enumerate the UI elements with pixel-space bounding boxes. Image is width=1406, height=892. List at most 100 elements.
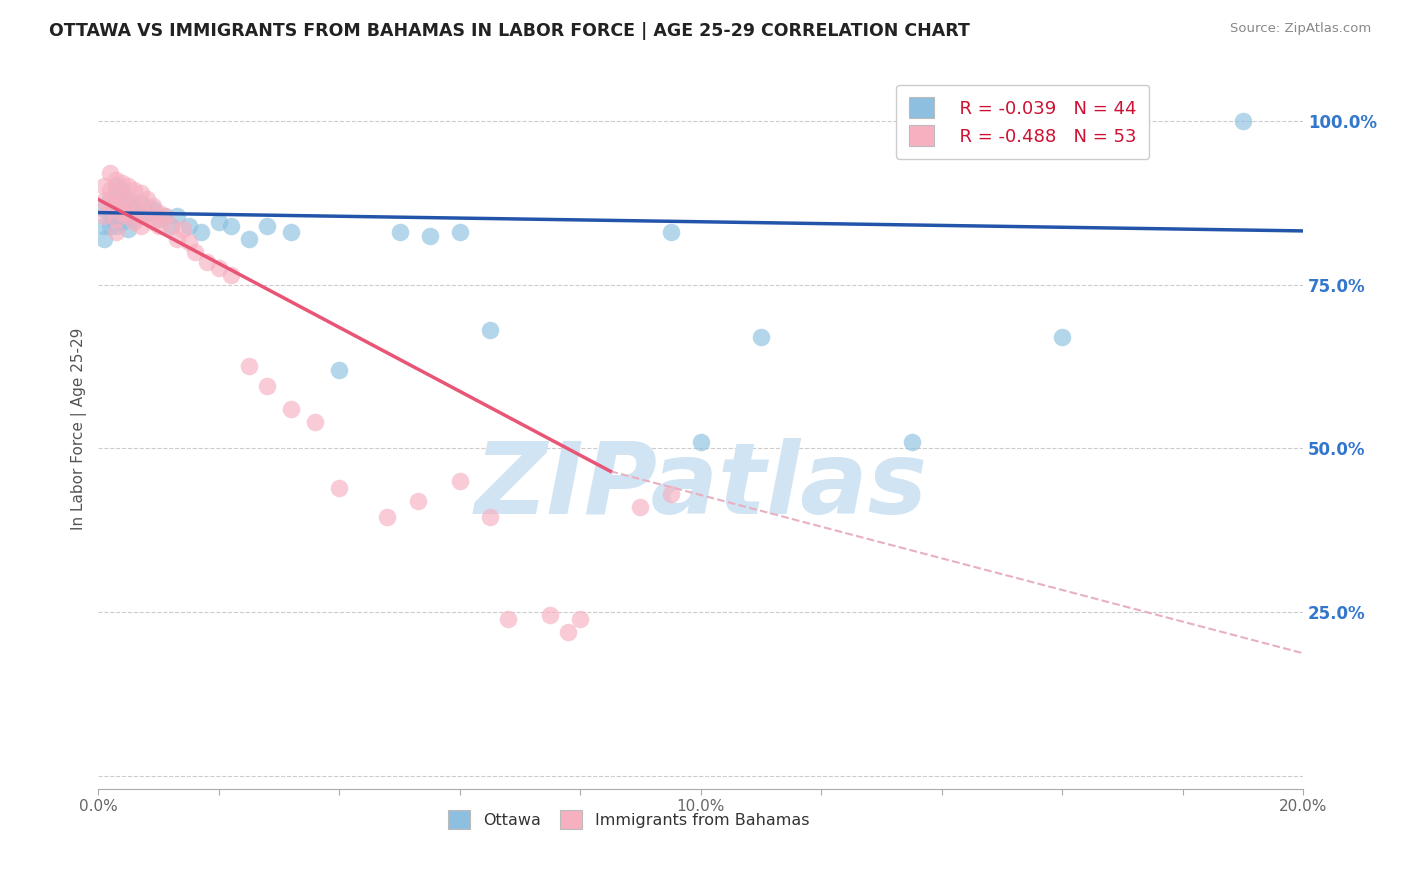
Point (238, 359, 260, 374)
Point (142, 199, 165, 213)
Point (406, 493, 429, 508)
Point (93, 194, 115, 208)
Point (124, 212, 146, 227)
Point (159, 219, 181, 233)
Point (538, 608, 561, 623)
Point (105, 209, 128, 223)
Point (93, 232, 115, 246)
Point (117, 179, 139, 194)
Point (148, 205, 170, 219)
Point (166, 209, 188, 223)
Point (124, 199, 146, 213)
Point (124, 199, 146, 213)
Point (659, 225, 682, 239)
Point (105, 212, 128, 227)
Point (569, 612, 592, 626)
Text: Source: ZipAtlas.com: Source: ZipAtlas.com (1230, 22, 1371, 36)
Point (117, 193, 139, 207)
Legend: Ottawa, Immigrants from Bahamas: Ottawa, Immigrants from Bahamas (441, 804, 815, 835)
Point (100, 193, 122, 207)
Point (124, 215, 146, 229)
Point (105, 186, 128, 200)
Point (195, 254, 218, 268)
Point (304, 415, 326, 429)
Point (135, 205, 157, 219)
Point (256, 219, 278, 233)
Point (172, 222, 194, 236)
Point (159, 219, 181, 233)
Point (100, 183, 122, 197)
Point (111, 199, 134, 213)
Point (129, 219, 152, 233)
Point (219, 219, 242, 233)
Point (105, 219, 128, 233)
Point (111, 205, 134, 219)
Point (1050, 330, 1073, 344)
Point (129, 209, 152, 223)
Point (105, 173, 128, 187)
Point (117, 209, 139, 223)
Point (111, 176, 134, 190)
Point (135, 209, 157, 223)
Point (377, 510, 399, 524)
Point (124, 183, 146, 197)
Point (100, 166, 122, 180)
Point (280, 402, 302, 417)
Point (280, 225, 302, 239)
Point (148, 212, 170, 227)
Point (93, 179, 115, 194)
Point (111, 215, 134, 229)
Point (177, 235, 200, 249)
Point (900, 434, 922, 449)
Point (749, 330, 772, 344)
Point (142, 215, 165, 229)
Point (328, 481, 350, 495)
Point (105, 179, 128, 194)
Point (100, 205, 122, 219)
Point (105, 195, 128, 210)
Point (129, 195, 152, 210)
Point (135, 193, 157, 207)
Y-axis label: In Labor Force | Age 25-29: In Labor Force | Age 25-29 (72, 327, 87, 530)
Point (153, 209, 176, 223)
Point (219, 268, 242, 282)
Point (659, 487, 682, 501)
Point (449, 474, 471, 488)
Point (256, 379, 278, 393)
Point (153, 209, 176, 223)
Point (105, 225, 128, 239)
Point (208, 261, 231, 276)
Point (93, 209, 115, 223)
Point (478, 510, 501, 524)
Point (190, 225, 212, 239)
Point (142, 202, 165, 217)
Point (238, 232, 260, 246)
Point (328, 363, 350, 377)
Point (166, 232, 188, 246)
Text: ZIPatlas: ZIPatlas (474, 438, 928, 535)
Point (111, 183, 134, 197)
Point (208, 215, 231, 229)
Point (419, 228, 441, 243)
Point (449, 225, 471, 239)
Point (105, 199, 128, 213)
Point (183, 244, 205, 259)
Point (93, 219, 115, 233)
Point (689, 434, 711, 449)
Point (496, 612, 519, 626)
Text: OTTAWA VS IMMIGRANTS FROM BAHAMAS IN LABOR FORCE | AGE 25-29 CORRELATION CHART: OTTAWA VS IMMIGRANTS FROM BAHAMAS IN LAB… (49, 22, 970, 40)
Point (93, 202, 115, 217)
Point (478, 323, 501, 337)
Point (1232, 114, 1254, 128)
Point (117, 205, 139, 219)
Point (388, 225, 411, 239)
Point (630, 500, 652, 515)
Point (129, 186, 152, 200)
Point (129, 202, 152, 217)
Point (100, 219, 122, 233)
Point (117, 222, 139, 236)
Point (111, 193, 134, 207)
Point (117, 194, 139, 208)
Point (557, 624, 579, 639)
Point (177, 219, 200, 233)
